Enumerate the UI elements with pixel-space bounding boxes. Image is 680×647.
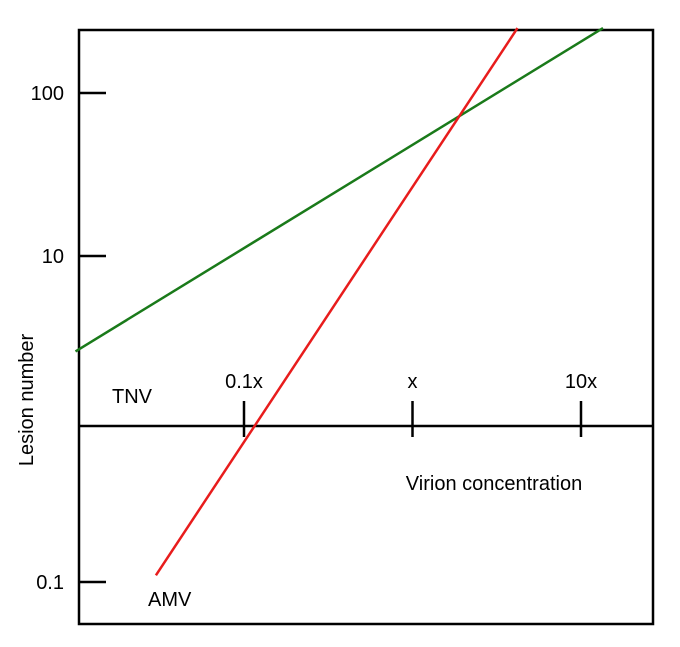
y-tick-label: 0.1 — [36, 572, 64, 594]
series-lines — [74, 27, 604, 576]
x-tick-label: 10x — [565, 371, 597, 393]
x-tick-label: 0.1x — [225, 371, 263, 393]
y-tick-label: 100 — [31, 83, 64, 105]
x-ticks: 0.1x x 10x — [225, 371, 597, 437]
x-tick-label: x — [408, 371, 418, 393]
y-tick-label: 10 — [42, 246, 64, 268]
y-axis-label: Lesion number — [16, 334, 38, 467]
x-axis-label: Virion concentration — [406, 473, 582, 495]
y-ticks: 0.1 10 100 — [31, 83, 106, 594]
series-line-amv — [154, 27, 519, 576]
series-line-tnv — [74, 27, 604, 353]
series-label-tnv: TNV — [112, 386, 153, 408]
plot-frame — [77, 28, 655, 626]
series-label-amv: AMV — [148, 589, 192, 611]
